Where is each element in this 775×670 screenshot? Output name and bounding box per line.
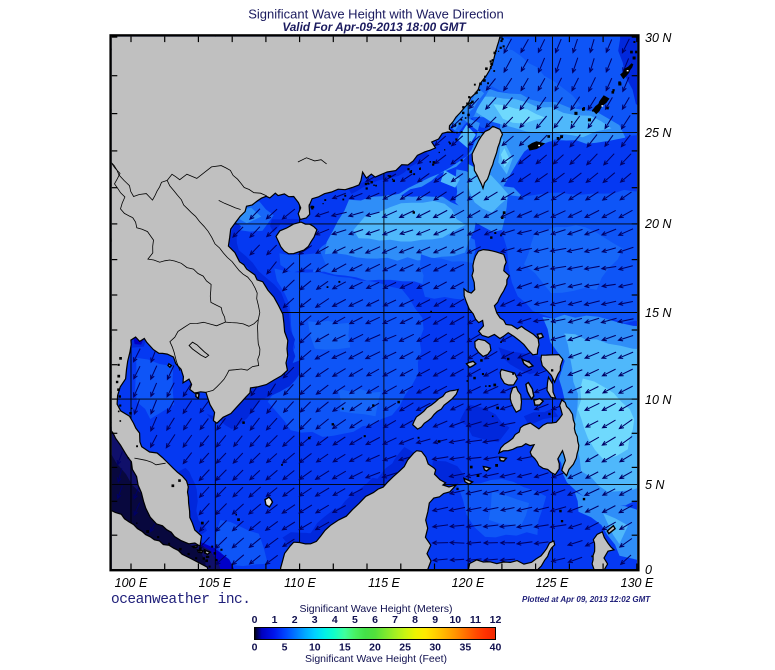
svg-text:5: 5 <box>282 642 288 654</box>
svg-text:20 N: 20 N <box>644 217 672 231</box>
svg-text:5: 5 <box>352 614 358 626</box>
svg-text:10: 10 <box>449 614 461 626</box>
svg-text:2: 2 <box>292 614 298 626</box>
svg-text:25: 25 <box>399 642 411 654</box>
svg-text:9: 9 <box>432 614 438 626</box>
svg-text:oceanweather inc.: oceanweather inc. <box>111 592 250 608</box>
svg-text:15: 15 <box>339 642 351 654</box>
svg-text:11: 11 <box>470 614 481 626</box>
svg-text:110 E: 110 E <box>284 576 316 590</box>
svg-text:Valid For Apr-09-2013 18:00 GM: Valid For Apr-09-2013 18:00 GMT <box>282 20 467 34</box>
svg-text:1: 1 <box>272 614 278 626</box>
svg-text:40: 40 <box>490 642 502 654</box>
svg-text:0: 0 <box>252 614 258 626</box>
svg-text:0: 0 <box>645 563 652 577</box>
svg-text:20: 20 <box>369 642 381 654</box>
svg-text:8: 8 <box>412 614 418 626</box>
svg-text:10 N: 10 N <box>645 393 672 407</box>
svg-text:10: 10 <box>309 642 321 654</box>
svg-text:130 E: 130 E <box>621 576 654 590</box>
svg-text:Significant Wave Height with W: Significant Wave Height with Wave Direct… <box>248 7 504 22</box>
svg-text:4: 4 <box>332 614 338 626</box>
svg-text:30: 30 <box>429 642 441 654</box>
svg-text:Plotted at Apr 09, 2013 12:02: Plotted at Apr 09, 2013 12:02 GMT <box>522 595 651 604</box>
svg-text:12: 12 <box>490 614 502 626</box>
svg-text:120 E: 120 E <box>452 576 485 590</box>
svg-text:25 N: 25 N <box>644 126 672 140</box>
svg-text:7: 7 <box>392 614 398 626</box>
svg-text:115 E: 115 E <box>368 576 400 590</box>
svg-text:Significant Wave Height (Feet): Significant Wave Height (Feet) <box>305 653 447 665</box>
svg-text:15 N: 15 N <box>645 306 672 320</box>
svg-text:100 E: 100 E <box>115 576 148 590</box>
svg-text:35: 35 <box>460 642 472 654</box>
svg-text:0: 0 <box>252 642 258 654</box>
svg-text:5 N: 5 N <box>645 478 665 492</box>
svg-text:105 E: 105 E <box>199 576 232 590</box>
svg-text:30 N: 30 N <box>645 31 672 45</box>
svg-text:3: 3 <box>312 614 318 626</box>
svg-text:Significant Wave Height (Meter: Significant Wave Height (Meters) <box>299 603 452 615</box>
svg-text:125 E: 125 E <box>536 576 569 590</box>
svg-text:6: 6 <box>372 614 378 626</box>
